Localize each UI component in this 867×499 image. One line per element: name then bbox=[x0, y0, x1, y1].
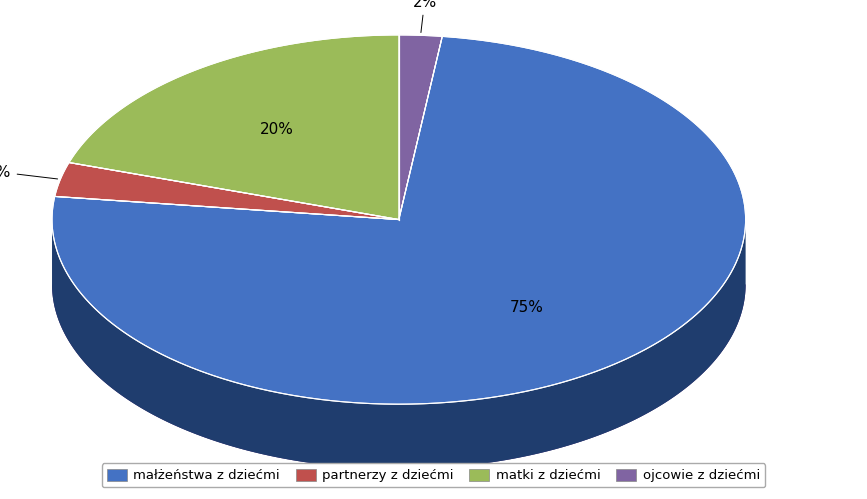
Polygon shape bbox=[55, 163, 399, 220]
Polygon shape bbox=[69, 35, 399, 220]
Legend: małżeństwa z dziećmi, partnerzy z dziećmi, matki z dziećmi, ojcowie z dziećmi: małżeństwa z dziećmi, partnerzy z dziećm… bbox=[101, 464, 766, 488]
Text: 2%: 2% bbox=[413, 0, 437, 32]
Text: 3%: 3% bbox=[0, 165, 57, 180]
Polygon shape bbox=[399, 35, 442, 220]
Polygon shape bbox=[52, 220, 746, 469]
Text: 75%: 75% bbox=[510, 299, 544, 314]
Polygon shape bbox=[52, 284, 746, 469]
Text: 20%: 20% bbox=[259, 122, 293, 137]
Polygon shape bbox=[52, 36, 746, 404]
